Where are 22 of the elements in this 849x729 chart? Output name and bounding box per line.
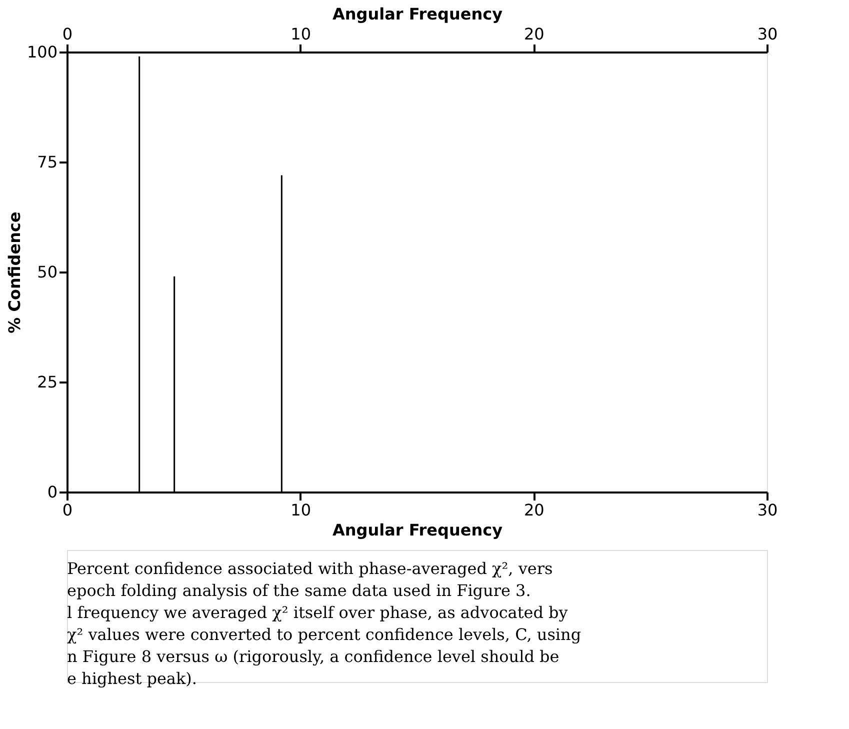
x2-tick-label: 0 [62,24,73,44]
text: χ² values were converted to percent confidence levels, C, using [67,625,582,644]
x-tick-label: 0 [62,500,73,520]
x2-tick-label: 20 [524,24,544,44]
text: epoch folding analysis of the same data used in Figure 3. [67,581,531,600]
x2-axis-title: Angular Frequency [332,4,504,24]
y-tick-label: 0 [47,482,58,502]
text: n Figure 8 versus ω (rigorously, a confidence level should be [67,647,560,666]
text: l frequency we averaged χ² itself over phase, as advocated by [67,603,568,622]
y-axis-title: % Confidence [4,212,24,334]
y-tick-label: 25 [37,372,58,392]
x2-tick-label: 30 [757,24,778,44]
x2-tick-label: 10 [290,24,312,44]
x-tick-label: 10 [290,500,312,520]
text: e highest peak). [67,669,197,688]
x-tick-label: 20 [524,500,544,520]
y-tick-label: 50 [37,262,58,282]
x-tick-label: 30 [757,500,778,520]
x-axis-title: Angular Frequency [332,520,504,540]
y-tick-label: 75 [37,152,58,172]
text: Percent confidence associated with phase-averaged χ², vers [67,559,553,578]
y-tick-label: 100 [26,42,58,62]
